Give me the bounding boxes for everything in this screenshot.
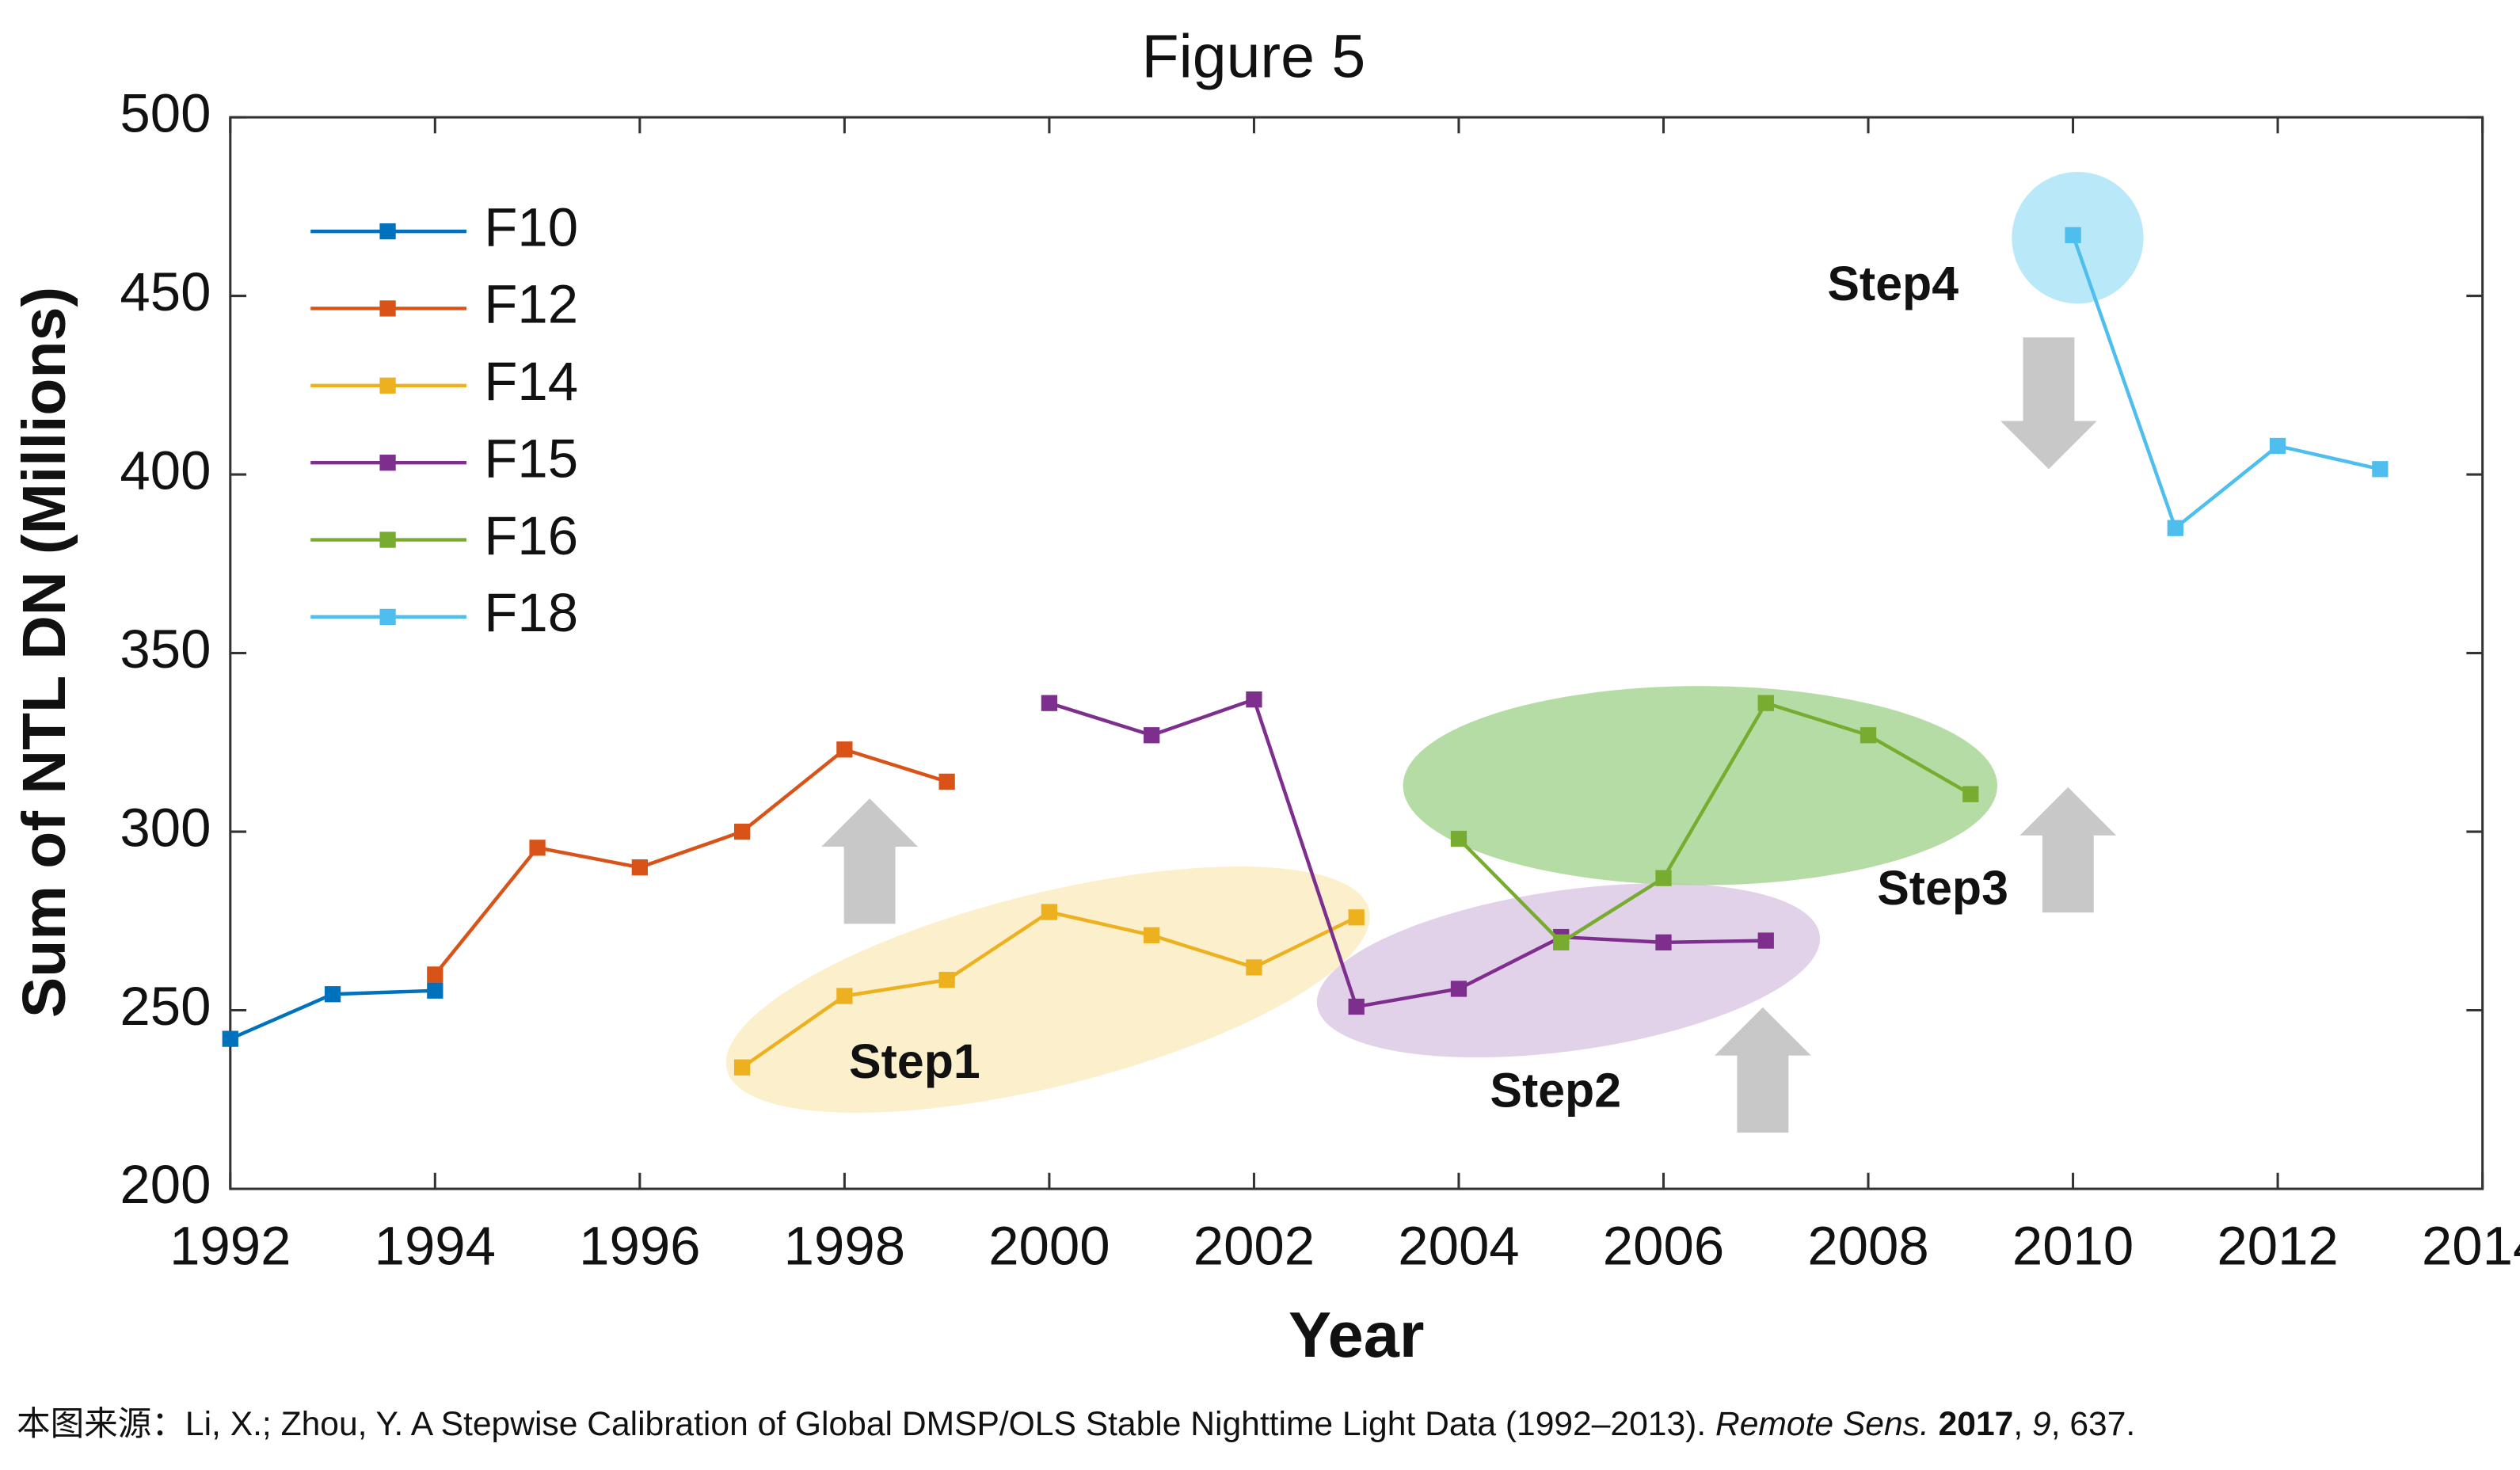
annotation: Step3 <box>1877 861 2008 915</box>
y-tick-label: 350 <box>120 619 211 680</box>
legend-label: F16 <box>484 505 578 566</box>
up-arrow <box>1715 1007 1811 1133</box>
x-tick-label: 2002 <box>1193 1215 1315 1276</box>
data-point <box>1962 786 1979 802</box>
legend-marker <box>379 608 396 626</box>
legend-marker <box>379 455 396 471</box>
y-tick-label: 400 <box>120 440 211 501</box>
data-point <box>1450 981 1467 997</box>
y-tick-label: 500 <box>120 82 211 143</box>
x-tick-label: 2008 <box>1807 1215 1928 1276</box>
legend-marker <box>379 377 396 394</box>
data-point <box>1348 998 1365 1015</box>
legend-label: F18 <box>484 582 578 643</box>
data-point <box>1246 691 1262 708</box>
data-point <box>1655 870 1672 886</box>
source-part: , <box>2013 1405 2032 1443</box>
y-tick-label: 450 <box>120 261 211 322</box>
y-tick-label: 300 <box>120 797 211 858</box>
series-line <box>2071 234 2381 531</box>
data-point <box>733 1059 751 1076</box>
data-point <box>1450 830 1467 847</box>
x-tick-label: 2006 <box>1603 1215 1724 1276</box>
y-tick-label: 250 <box>120 976 211 1037</box>
data-point <box>2372 461 2389 478</box>
chart-title: Figure 5 <box>1142 22 1366 90</box>
annotation-shapes <box>725 172 2144 1133</box>
series-line <box>1049 697 1766 1009</box>
data-point <box>1553 934 1570 950</box>
step2-ellipse <box>1316 883 1821 1058</box>
data-point <box>733 823 751 840</box>
data-point <box>1246 959 1262 976</box>
data-point <box>1757 932 1774 949</box>
data-point <box>631 859 648 876</box>
x-tick-label: 2012 <box>2217 1215 2338 1276</box>
data-point <box>1144 727 1160 744</box>
data-point <box>2167 520 2183 536</box>
x-tick-label: 2010 <box>2012 1215 2134 1276</box>
data-point <box>1655 934 1672 950</box>
legend-marker <box>379 223 396 240</box>
up-arrow <box>2019 786 2117 913</box>
series-line <box>433 747 948 976</box>
source-part: 2017 <box>1929 1405 2014 1443</box>
source-part: , 637. <box>2051 1405 2136 1443</box>
data-point <box>222 1030 238 1047</box>
series-line <box>1457 701 1972 945</box>
data-point <box>427 982 443 999</box>
source-part: 9 <box>2032 1405 2051 1443</box>
down-arrow <box>2000 337 2097 470</box>
source-part: 本图来源：Li, X.; Zhou, Y. A Stepwise Calibra… <box>17 1405 1715 1443</box>
step1-ellipse <box>725 866 1370 1113</box>
legend-label: F10 <box>484 196 578 257</box>
step3-ellipse <box>1403 686 1998 885</box>
annotation: Step4 <box>1827 257 1959 310</box>
legend-label: F15 <box>484 428 578 489</box>
data-point <box>427 966 443 983</box>
data-point <box>1860 727 1877 744</box>
x-axis-label: Year <box>1289 1300 1424 1371</box>
data-point <box>938 972 955 988</box>
x-tick-label: 2004 <box>1398 1215 1519 1276</box>
legend-marker <box>379 300 396 317</box>
x-tick-label: 2000 <box>988 1215 1110 1276</box>
x-tick-label: 1994 <box>375 1215 496 1276</box>
annotation: Step2 <box>1490 1063 1621 1117</box>
data-point <box>1041 904 1058 920</box>
source-note: 本图来源：Li, X.; Zhou, Y. A Stepwise Calibra… <box>17 1405 2135 1443</box>
y-tick-label: 200 <box>120 1154 211 1215</box>
y-axis-label: Sum of NTL DN (Millions) <box>10 287 78 1018</box>
legend-marker <box>379 531 396 548</box>
data-point <box>324 986 341 1003</box>
annotation: Step1 <box>849 1034 980 1088</box>
data-point <box>938 773 955 790</box>
legend-label: F12 <box>484 274 578 335</box>
data-point <box>1144 927 1160 943</box>
data-point <box>2065 227 2081 244</box>
x-tick-label: 1998 <box>784 1215 905 1276</box>
x-tick-label: 2014 <box>2422 1215 2520 1276</box>
data-point <box>836 741 853 758</box>
data-point <box>529 840 546 856</box>
data-point <box>2269 437 2286 455</box>
legend-label: F14 <box>484 351 578 412</box>
data-point <box>1041 695 1058 711</box>
up-arrow <box>821 798 918 924</box>
source-part: Remote Sens. <box>1715 1405 1929 1443</box>
x-tick-label: 1992 <box>169 1215 291 1276</box>
data-point <box>1348 909 1365 926</box>
data-point <box>836 988 853 1004</box>
x-tick-label: 1996 <box>579 1215 700 1276</box>
data-point <box>1757 695 1774 711</box>
